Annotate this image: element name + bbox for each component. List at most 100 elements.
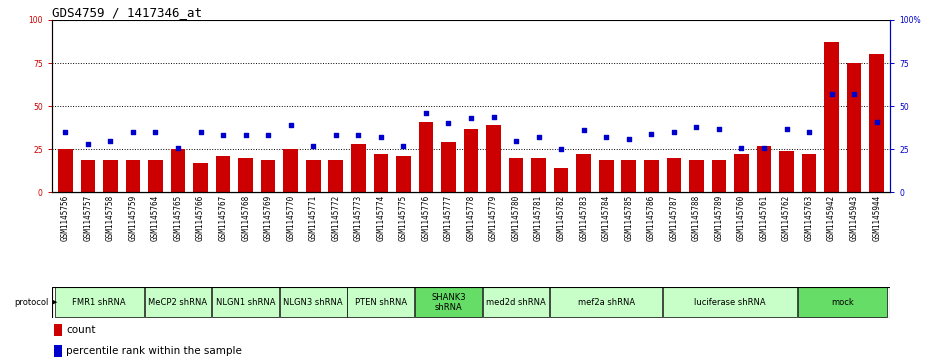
Bar bbox=[667, 158, 681, 192]
Bar bbox=[711, 160, 726, 192]
Bar bbox=[756, 146, 771, 192]
Text: GSM1145780: GSM1145780 bbox=[512, 195, 521, 241]
Point bbox=[418, 110, 433, 116]
Text: GSM1145770: GSM1145770 bbox=[286, 195, 295, 241]
Bar bbox=[486, 125, 501, 192]
Text: GSM1145769: GSM1145769 bbox=[264, 195, 272, 241]
Text: GSM1145944: GSM1145944 bbox=[872, 195, 881, 241]
Point bbox=[509, 138, 524, 143]
Bar bbox=[554, 168, 568, 192]
Text: mock: mock bbox=[832, 298, 854, 307]
Point bbox=[171, 144, 186, 150]
Text: SHANK3
shRNA: SHANK3 shRNA bbox=[431, 293, 465, 311]
Point bbox=[824, 91, 839, 97]
Point bbox=[621, 136, 636, 142]
Point bbox=[643, 131, 658, 136]
Bar bbox=[550, 287, 662, 317]
Text: GSM1145759: GSM1145759 bbox=[128, 195, 138, 241]
Bar bbox=[531, 158, 546, 192]
Point bbox=[261, 132, 276, 138]
Text: GSM1145763: GSM1145763 bbox=[804, 195, 814, 241]
Text: GSM1145767: GSM1145767 bbox=[219, 195, 228, 241]
Point bbox=[441, 121, 456, 126]
Bar bbox=[125, 160, 140, 192]
Point bbox=[666, 129, 681, 135]
Text: GSM1145943: GSM1145943 bbox=[850, 195, 858, 241]
Bar bbox=[869, 54, 884, 192]
Text: MeCP2 shRNA: MeCP2 shRNA bbox=[149, 298, 207, 307]
Point bbox=[103, 138, 118, 143]
Point bbox=[396, 143, 411, 149]
Text: GSM1145762: GSM1145762 bbox=[782, 195, 791, 241]
Text: GSM1145787: GSM1145787 bbox=[670, 195, 678, 241]
Point bbox=[284, 122, 299, 128]
Point bbox=[689, 124, 704, 130]
Text: GSM1145783: GSM1145783 bbox=[579, 195, 588, 241]
Text: GSM1145766: GSM1145766 bbox=[196, 195, 205, 241]
Text: GSM1145776: GSM1145776 bbox=[421, 195, 430, 241]
Bar bbox=[798, 287, 887, 317]
Point bbox=[599, 134, 614, 140]
Bar bbox=[824, 42, 839, 192]
Text: GSM1145777: GSM1145777 bbox=[444, 195, 453, 241]
Bar bbox=[212, 287, 279, 317]
Point bbox=[779, 126, 794, 131]
Bar bbox=[54, 344, 62, 357]
Bar bbox=[145, 287, 211, 317]
Point bbox=[734, 144, 749, 150]
Point bbox=[869, 119, 885, 125]
Bar bbox=[348, 287, 414, 317]
Bar bbox=[58, 149, 73, 192]
Bar bbox=[463, 129, 479, 192]
Point bbox=[847, 91, 862, 97]
Text: GSM1145760: GSM1145760 bbox=[737, 195, 746, 241]
Bar bbox=[216, 156, 231, 192]
Bar bbox=[238, 158, 253, 192]
Bar bbox=[103, 160, 118, 192]
Text: protocol: protocol bbox=[15, 298, 49, 307]
Bar bbox=[396, 156, 411, 192]
Text: GSM1145778: GSM1145778 bbox=[466, 195, 476, 241]
Point bbox=[802, 129, 817, 135]
Text: med2d shRNA: med2d shRNA bbox=[486, 298, 546, 307]
Point bbox=[756, 144, 771, 150]
Bar bbox=[81, 160, 95, 192]
Text: luciferase shRNA: luciferase shRNA bbox=[694, 298, 766, 307]
Text: GSM1145942: GSM1145942 bbox=[827, 195, 836, 241]
Text: GSM1145758: GSM1145758 bbox=[106, 195, 115, 241]
Text: NLGN1 shRNA: NLGN1 shRNA bbox=[216, 298, 275, 307]
Bar bbox=[441, 142, 456, 192]
Text: GSM1145781: GSM1145781 bbox=[534, 195, 544, 241]
Text: GSM1145771: GSM1145771 bbox=[309, 195, 317, 241]
Bar bbox=[284, 149, 298, 192]
Text: GSM1145768: GSM1145768 bbox=[241, 195, 251, 241]
Text: GSM1145784: GSM1145784 bbox=[602, 195, 610, 241]
Bar bbox=[418, 122, 433, 192]
Point bbox=[463, 115, 479, 121]
Point bbox=[373, 134, 388, 140]
Point bbox=[125, 129, 140, 135]
Bar bbox=[622, 160, 636, 192]
Point bbox=[148, 129, 163, 135]
Point bbox=[577, 127, 592, 133]
Bar bbox=[351, 144, 365, 192]
Bar bbox=[54, 324, 62, 336]
Text: count: count bbox=[66, 325, 96, 335]
Point bbox=[350, 132, 365, 138]
Point bbox=[531, 134, 546, 140]
Bar bbox=[734, 154, 749, 192]
Bar bbox=[261, 160, 275, 192]
Bar bbox=[779, 151, 794, 192]
Bar bbox=[847, 63, 861, 192]
Bar bbox=[148, 160, 163, 192]
Bar bbox=[374, 154, 388, 192]
Bar bbox=[55, 287, 144, 317]
Bar bbox=[577, 154, 591, 192]
Bar bbox=[193, 163, 208, 192]
Text: GSM1145765: GSM1145765 bbox=[173, 195, 183, 241]
Point bbox=[328, 132, 343, 138]
Point bbox=[306, 143, 321, 149]
Bar bbox=[802, 154, 817, 192]
Text: GSM1145786: GSM1145786 bbox=[647, 195, 656, 241]
Bar bbox=[689, 160, 704, 192]
